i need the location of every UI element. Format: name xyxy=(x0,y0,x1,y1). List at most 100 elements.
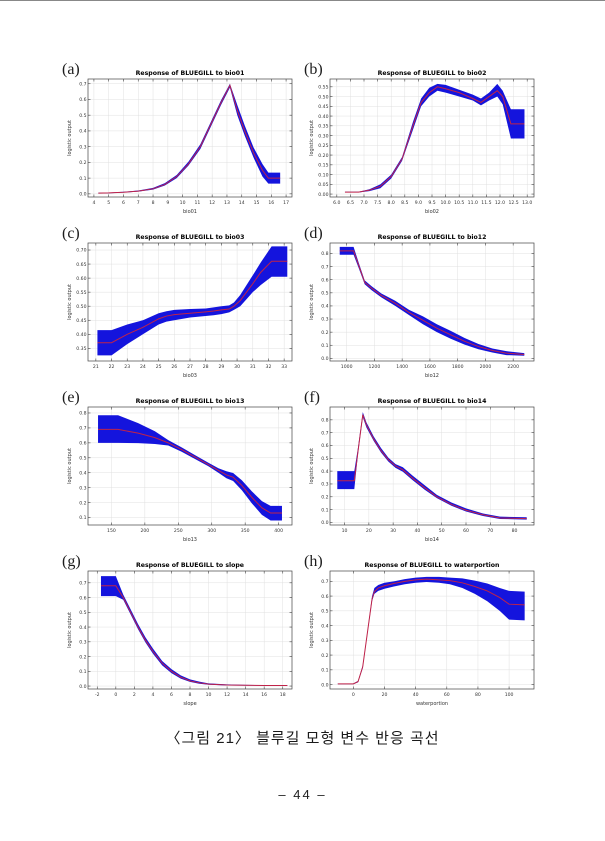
svg-text:0.8: 0.8 xyxy=(321,418,328,424)
response-chart-bio02: 6.0 6.5 7.0 7.5 8.0 8.5 9.0 9.5 10.0 10.5 11.0 11.5… xyxy=(309,70,535,215)
svg-text:bio13: bio13 xyxy=(183,537,197,543)
svg-text:0.3: 0.3 xyxy=(321,638,328,644)
svg-text:15: 15 xyxy=(254,200,260,206)
svg-text:12.0: 12.0 xyxy=(495,200,505,206)
svg-text:0.1: 0.1 xyxy=(321,343,328,349)
figure-caption: 〈그림 21〉 블루길 모형 변수 반응 곡선 xyxy=(165,730,440,747)
response-chart-waterportion: 0 20 40 60 80 100 0.0 0.1 0.2 0.3 0.4 0.5 0.6 0.7 Resp… xyxy=(309,562,535,707)
figure-grid: (a) 4 5 6 7 8 9 10 11 12 13 14 15 16 17 0.0 0.1 0.2 0.3 0.… xyxy=(60,57,544,713)
svg-text:2: 2 xyxy=(133,692,136,698)
svg-text:0.4: 0.4 xyxy=(321,304,328,310)
svg-text:0.5: 0.5 xyxy=(321,291,328,297)
svg-text:0.55: 0.55 xyxy=(76,290,86,296)
svg-text:0.15: 0.15 xyxy=(318,163,328,169)
svg-text:0.50: 0.50 xyxy=(76,304,86,310)
svg-text:0.3: 0.3 xyxy=(321,482,328,488)
svg-text:bio03: bio03 xyxy=(183,373,197,379)
svg-text:bio14: bio14 xyxy=(425,537,439,543)
svg-text:25: 25 xyxy=(156,364,162,370)
svg-text:6.0: 6.0 xyxy=(333,200,340,206)
svg-text:1600: 1600 xyxy=(424,364,436,370)
figure-panel-b: (b) 6.0 6.5 7.0 7.5 8.0 8.5 9.0 9.5 10.0 10.5 11.0… xyxy=(302,57,544,221)
svg-text:bio01: bio01 xyxy=(183,209,197,215)
svg-text:0.2: 0.2 xyxy=(79,500,86,506)
svg-text:0.6: 0.6 xyxy=(79,595,86,601)
svg-text:250: 250 xyxy=(174,528,183,534)
svg-text:10: 10 xyxy=(180,200,186,206)
svg-text:bio02: bio02 xyxy=(425,209,439,215)
svg-text:-2: -2 xyxy=(95,692,100,698)
panel-letter-a: (a) xyxy=(62,61,80,78)
svg-text:0.55: 0.55 xyxy=(318,85,328,91)
svg-text:0.65: 0.65 xyxy=(76,262,86,268)
svg-text:30: 30 xyxy=(390,528,396,534)
svg-text:10: 10 xyxy=(206,692,212,698)
svg-text:0.2: 0.2 xyxy=(321,653,328,659)
svg-text:13: 13 xyxy=(224,200,230,206)
svg-text:8: 8 xyxy=(189,692,192,698)
svg-text:60: 60 xyxy=(444,692,450,698)
svg-text:2000: 2000 xyxy=(480,364,492,370)
svg-text:0.4: 0.4 xyxy=(321,469,328,475)
svg-text:logistic output: logistic output xyxy=(67,120,73,156)
svg-text:0.6: 0.6 xyxy=(79,441,86,447)
svg-text:31: 31 xyxy=(250,364,256,370)
svg-text:29: 29 xyxy=(218,364,224,370)
svg-text:0.05: 0.05 xyxy=(318,182,328,188)
panel-letter-e: (e) xyxy=(62,389,80,406)
svg-text:1200: 1200 xyxy=(369,364,381,370)
svg-text:6: 6 xyxy=(170,692,173,698)
svg-text:0.5: 0.5 xyxy=(79,113,86,119)
svg-text:10.5: 10.5 xyxy=(454,200,464,206)
svg-text:0.40: 0.40 xyxy=(76,332,86,338)
svg-text:1400: 1400 xyxy=(396,364,408,370)
svg-text:32: 32 xyxy=(266,364,272,370)
svg-text:11.0: 11.0 xyxy=(468,200,478,206)
figure-panel-d: (d) 1000 1200 1400 1600 1800 2000 2200 0.0 0.1 0.… xyxy=(302,221,544,385)
svg-text:logistic output: logistic output xyxy=(67,448,73,484)
svg-text:0.7: 0.7 xyxy=(321,430,328,436)
svg-text:0.0: 0.0 xyxy=(79,192,86,198)
svg-text:8.5: 8.5 xyxy=(401,200,408,206)
svg-text:100: 100 xyxy=(505,692,514,698)
svg-text:0.8: 0.8 xyxy=(321,251,328,257)
svg-text:0.8: 0.8 xyxy=(79,411,86,417)
svg-text:0.7: 0.7 xyxy=(321,579,328,585)
svg-text:24: 24 xyxy=(140,364,146,370)
svg-text:80: 80 xyxy=(475,692,481,698)
svg-text:0.30: 0.30 xyxy=(318,133,328,139)
response-chart-bio14: 10 20 30 40 50 60 70 80 0.0 0.1 0.2 0.3 0.4 0.5 0.6 0.7… xyxy=(309,398,535,543)
svg-text:27: 27 xyxy=(187,364,193,370)
svg-text:21: 21 xyxy=(93,364,99,370)
svg-text:0.0: 0.0 xyxy=(321,682,328,688)
figure-panel-e: (e) 150 200 250 300 350 400 0.1 0.2 0.3 0.4 0.5 0.6… xyxy=(60,385,302,549)
svg-text:0.4: 0.4 xyxy=(79,129,86,135)
svg-text:0.2: 0.2 xyxy=(79,160,86,166)
response-chart-bio13: 150 200 250 300 350 400 0.1 0.2 0.3 0.4 0.5 0.6 0.7 0… xyxy=(67,398,293,543)
svg-text:70: 70 xyxy=(487,528,493,534)
svg-text:0.35: 0.35 xyxy=(318,124,328,130)
svg-text:0.6: 0.6 xyxy=(79,97,86,103)
svg-text:0.4: 0.4 xyxy=(321,623,328,629)
svg-text:0.0: 0.0 xyxy=(321,520,328,526)
svg-text:0.2: 0.2 xyxy=(79,654,86,660)
panel-letter-b: (b) xyxy=(304,61,323,78)
svg-text:8: 8 xyxy=(152,200,155,206)
svg-text:Response of BLUEGILL to slope: Response of BLUEGILL to slope xyxy=(136,562,244,569)
svg-text:8.0: 8.0 xyxy=(388,200,395,206)
svg-text:200: 200 xyxy=(140,528,149,534)
svg-text:0.6: 0.6 xyxy=(321,443,328,449)
svg-text:0.3: 0.3 xyxy=(79,485,86,491)
svg-text:1000: 1000 xyxy=(341,364,353,370)
svg-text:0.35: 0.35 xyxy=(76,346,86,352)
svg-text:14: 14 xyxy=(243,692,249,698)
svg-text:logistic output: logistic output xyxy=(309,612,315,648)
svg-text:bio12: bio12 xyxy=(425,373,439,379)
svg-text:4: 4 xyxy=(92,200,95,206)
svg-text:22: 22 xyxy=(109,364,115,370)
svg-text:slope: slope xyxy=(183,701,196,707)
svg-text:12: 12 xyxy=(209,200,215,206)
svg-text:11.5: 11.5 xyxy=(481,200,491,206)
svg-text:40: 40 xyxy=(415,528,421,534)
